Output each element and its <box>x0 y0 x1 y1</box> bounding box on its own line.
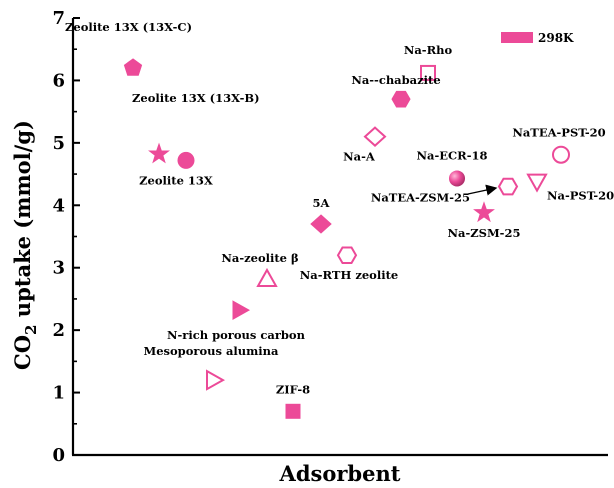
point-zif-8-group <box>285 403 301 419</box>
point-na-zeolite <box>256 267 278 287</box>
point-na-pst-20-group <box>526 173 548 193</box>
data-points <box>123 58 570 419</box>
point-mesoporous-alumina-label: Mesoporous alumina <box>143 344 279 358</box>
point-na-zsm-25-group <box>473 201 495 223</box>
point-na-zeolite-label: Na-zeolite β <box>221 251 298 265</box>
point-mesoporous-alumina-group <box>206 369 226 391</box>
y-tick-label: 0 <box>52 445 65 466</box>
point-zeolite-13x-13x-b <box>148 142 170 164</box>
point-na-zeolite-group <box>256 267 278 287</box>
point-natea-pst-20-group <box>552 145 570 164</box>
point-zeolite-13x-13x-b-group <box>148 142 170 164</box>
y-tick-label: 2 <box>52 320 65 341</box>
point-na-pst-20-label: Na-PST-20 <box>547 189 614 203</box>
y-ticks: 0 1 2 3 4 5 6 7 <box>52 8 80 466</box>
point-n-rich-porous-carbon-group <box>232 300 251 321</box>
point-natea-zsm-25 <box>497 177 519 196</box>
point-natea-pst-20-label: NaTEA-PST-20 <box>512 126 605 140</box>
point-na-rho-group <box>420 64 436 81</box>
point-na-a-label: Na-A <box>343 150 376 164</box>
point-zeolite-13x-13x-c-label: Zeolite 13X (13X-C) <box>65 20 192 34</box>
point-n-rich-porous-carbon <box>232 300 251 321</box>
point-na-chabazite-group <box>391 90 411 108</box>
point-na-pst-20 <box>526 173 548 193</box>
legend-label: 298K <box>538 31 574 45</box>
y-tick-label: 1 <box>52 383 65 404</box>
point-zif-8-label: ZIF-8 <box>276 382 310 396</box>
y-axis-title-rest: uptake (mmol/g) <box>10 120 35 324</box>
point-zeolite-13x-13x-c-group <box>123 58 143 76</box>
point-na-chabazite <box>391 90 411 108</box>
point-zeolite-13x-group <box>177 151 195 169</box>
point-zeolite-13x-13x-c <box>123 58 143 76</box>
y-tick-label: 6 <box>52 70 65 91</box>
point-na-ecr-18-label: Na-ECR-18 <box>417 148 488 162</box>
point-na-rth-zeolite <box>336 246 358 265</box>
legend-marker <box>501 32 533 43</box>
point-natea-zsm-25-group <box>497 177 519 196</box>
point-zif-8 <box>285 403 301 419</box>
point-zeolite-13x-label: Zeolite 13X <box>139 173 213 187</box>
annotation-arrow <box>467 184 498 196</box>
point-natea-zsm-25-label: NaTEA-ZSM-25 <box>371 191 470 205</box>
point-5a-label: 5A <box>313 196 331 210</box>
axes <box>71 18 608 457</box>
point-natea-pst-20 <box>552 145 570 164</box>
point-na-rho-label: Na-Rho <box>404 43 453 57</box>
point-na-rho <box>420 64 436 81</box>
y-tick-label: 3 <box>52 258 65 279</box>
arrow-line <box>467 184 498 196</box>
x-axis-title: Adsorbent <box>279 461 401 486</box>
y-tick-label: 7 <box>52 8 65 29</box>
point-labels: Zeolite 13X (13X-C) Zeolite 13X (13X-B) Ze… <box>65 20 614 396</box>
y-tick-label: 5 <box>52 133 65 154</box>
point-na-zsm-25 <box>473 201 495 223</box>
point-na-ecr-18-group <box>449 170 465 187</box>
y-axis-title-main: CO <box>10 335 35 370</box>
point-na-rth-zeolite-label: Na-RTH zeolite <box>300 268 398 282</box>
point-zeolite-13x <box>177 151 195 169</box>
legend: 298K <box>501 31 574 45</box>
point-na-a <box>363 126 387 147</box>
point-zeolite-13x-13x-b-label: Zeolite 13X (13X-B) <box>132 91 260 105</box>
point-5a <box>310 214 332 234</box>
point-na-zsm-25-label: Na-ZSM-25 <box>448 226 521 240</box>
point-5a-group <box>310 214 332 234</box>
y-axis-title-sub: 2 <box>22 325 40 335</box>
y-axis-title: CO2 uptake (mmol/g) <box>10 120 40 370</box>
point-na-chabazite-label: Na--chabazite <box>351 73 440 87</box>
y-tick-label: 4 <box>52 195 65 216</box>
point-mesoporous-alumina <box>206 369 226 391</box>
point-n-rich-porous-carbon-label: N-rich porous carbon <box>167 328 306 342</box>
point-na-a-group <box>363 126 387 147</box>
point-na-rth-zeolite-group <box>336 246 358 265</box>
point-na-ecr-18 <box>449 170 465 187</box>
